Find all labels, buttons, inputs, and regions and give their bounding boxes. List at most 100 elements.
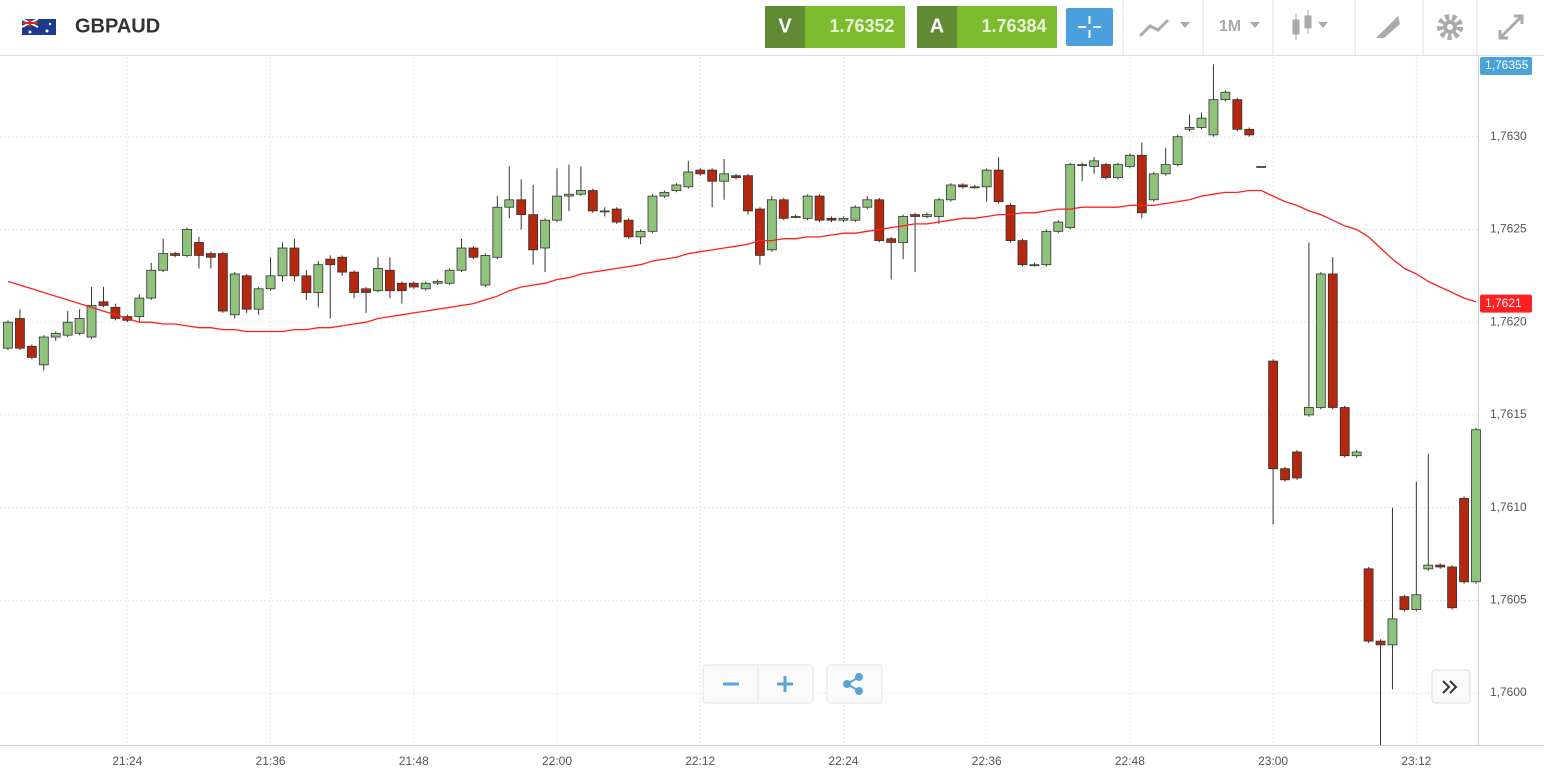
candle-body (635, 230, 646, 238)
x-tick-label: 23:12 (1401, 754, 1431, 768)
x-tick-label: 22:48 (1115, 754, 1145, 768)
candle-body (540, 219, 550, 249)
candle-body (516, 199, 527, 216)
candle-body (3, 321, 13, 349)
candle-body (1029, 264, 1040, 267)
flag (21, 18, 56, 35)
candle-body (170, 253, 180, 256)
x-tick-label: 22:00 (542, 754, 572, 768)
candle-body (110, 306, 121, 319)
candle-body (1065, 164, 1076, 229)
candle-body (1339, 407, 1350, 457)
candle-body (396, 282, 407, 292)
candle-body (373, 268, 383, 292)
candle-body (98, 301, 109, 306)
candle-body (241, 275, 252, 310)
y-tick-label: 1,7600 (1490, 685, 1527, 699)
timeframe-button[interactable]: 1M (1219, 18, 1260, 35)
candle-body (1304, 407, 1314, 416)
candle-body (1017, 240, 1028, 266)
candle-body (802, 195, 813, 219)
candle-body (1423, 564, 1434, 570)
plot: 1,7600 1,7605 1,7610 1,7615 1,7620 1,7625 1,76… (0, 57, 1527, 768)
candle-body (850, 206, 861, 221)
fullscreen-button[interactable] (1498, 14, 1524, 40)
ma-price-label: 1,7621 (1485, 296, 1522, 310)
candle-body (325, 258, 336, 266)
candle-body (934, 199, 944, 217)
candle-body (158, 253, 169, 271)
y-tick-label: 1,7625 (1490, 222, 1527, 236)
candle-body (480, 255, 491, 286)
candle-body (1005, 204, 1016, 241)
candle-body (874, 199, 885, 241)
crosshair-button[interactable] (1066, 8, 1113, 46)
candle-body (289, 247, 300, 277)
candle-body (74, 318, 85, 334)
chart-type-button[interactable] (1138, 18, 1190, 38)
candle-body (1220, 91, 1231, 101)
candle-body (194, 242, 204, 256)
candle-body (444, 269, 455, 284)
moving-average-line (7, 189, 1477, 333)
candle-body (790, 216, 801, 218)
candle-body (564, 193, 574, 197)
candle-body (15, 318, 25, 349)
candle-body (1292, 451, 1302, 479)
candle-body (277, 247, 288, 277)
candle-body (945, 184, 956, 201)
candle-body (1280, 468, 1290, 481)
draw-button[interactable] (1376, 16, 1400, 38)
candle-body (1136, 154, 1147, 214)
candle-body (1399, 596, 1410, 611)
candle-body (719, 173, 729, 182)
candle-body (1077, 164, 1088, 166)
settings-button[interactable] (1437, 14, 1463, 40)
candle-body (1089, 160, 1099, 167)
candle-body (528, 214, 539, 251)
ma-price-badge (1480, 294, 1532, 313)
buy-button[interactable]: A 1.76384 (917, 6, 1057, 48)
x-tick-label: 21:36 (256, 754, 286, 768)
x-tick-label: 22:36 (972, 754, 1002, 768)
candle-body (981, 169, 992, 188)
buy-letter: A (930, 15, 944, 37)
candle-body (862, 199, 873, 208)
candle-body (62, 321, 73, 336)
instrument: GBPAUD (75, 15, 160, 37)
sell-button[interactable]: V 1.76352 (765, 6, 905, 48)
y-tick-label: 1,7615 (1490, 407, 1527, 421)
candle-body (623, 219, 634, 238)
toolbar-separators (1122, 0, 1478, 55)
candle-body (337, 256, 348, 273)
candle-body (1148, 173, 1159, 201)
candles-button[interactable] (1292, 10, 1328, 40)
candle-body (1435, 564, 1446, 568)
candle-body (313, 264, 324, 293)
candle-body (146, 269, 157, 299)
candle-body (432, 280, 443, 284)
candle-body (695, 169, 706, 175)
candle-body (910, 214, 920, 217)
candle-body (671, 184, 682, 191)
candle-body (659, 191, 670, 197)
candle-body (886, 238, 897, 243)
candle-body (229, 273, 240, 316)
x-tick-label: 21:24 (112, 754, 142, 768)
zoom-in[interactable] (777, 676, 793, 692)
share-button[interactable] (826, 664, 883, 704)
timeframe: 1M (1219, 18, 1241, 35)
x-tick-label: 22:24 (828, 754, 858, 768)
candle-body (1375, 640, 1386, 646)
scroll-right-button[interactable] (1431, 669, 1471, 704)
candle-body (743, 175, 753, 212)
candle-body (492, 206, 503, 258)
candle-body (1256, 166, 1267, 168)
sell-price: 1.76352 (829, 16, 894, 36)
y-tick-label: 1,7620 (1490, 314, 1527, 328)
candle-body (1244, 128, 1255, 136)
candle-body (552, 195, 562, 221)
candle-body (1268, 360, 1279, 470)
candle-body (778, 199, 789, 219)
